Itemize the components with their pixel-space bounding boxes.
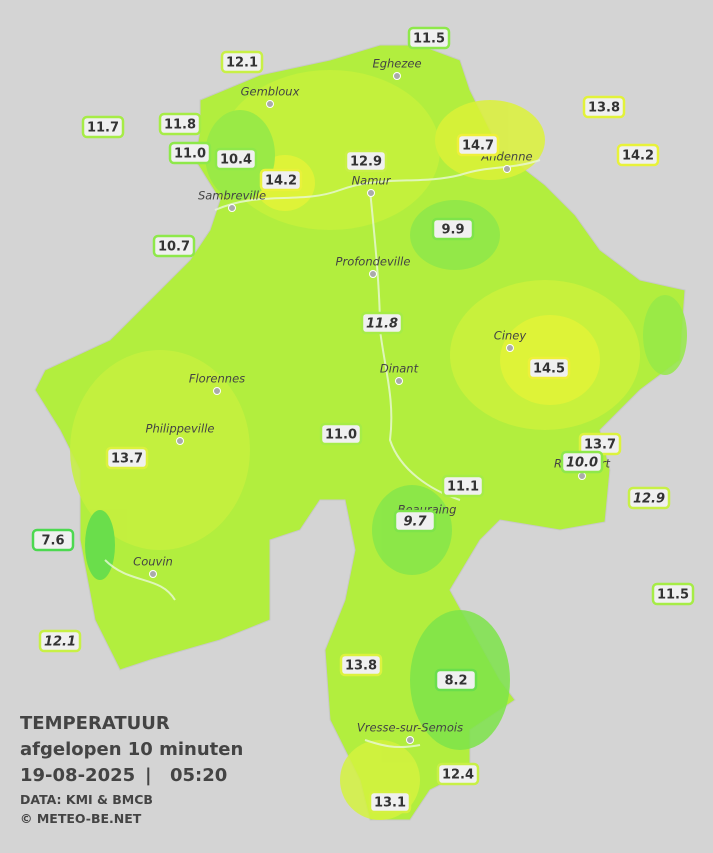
station-value: 11.5 bbox=[413, 32, 445, 47]
station-box bbox=[360, 311, 404, 335]
station-box bbox=[31, 528, 75, 552]
station-value: 11.7 bbox=[87, 121, 119, 136]
station-value: 14.7 bbox=[462, 139, 494, 154]
source: DATA: KMI & BMCB bbox=[20, 792, 153, 807]
station-value: 12.9 bbox=[350, 155, 382, 170]
station-box bbox=[560, 450, 604, 474]
place-dot bbox=[213, 387, 221, 395]
place-dot bbox=[506, 344, 514, 352]
place-dot bbox=[176, 437, 184, 445]
place-dot bbox=[228, 204, 236, 212]
place-name: Philippeville bbox=[146, 422, 215, 436]
station-box bbox=[393, 509, 437, 533]
station-value: 13.7 bbox=[111, 452, 143, 467]
time: 05:20 bbox=[170, 765, 227, 786]
place-dot bbox=[395, 377, 403, 385]
station-box bbox=[259, 168, 303, 192]
station-box bbox=[582, 95, 626, 119]
station-value: 14.5 bbox=[533, 362, 565, 377]
station-value: 12.1 bbox=[44, 635, 76, 650]
station-value: 10.7 bbox=[158, 240, 190, 255]
station-value: 13.8 bbox=[345, 659, 377, 674]
station-value: 13.1 bbox=[374, 796, 406, 811]
station-box bbox=[38, 629, 82, 653]
place-name: Eghezee bbox=[372, 57, 421, 71]
place-name: Sambreville bbox=[198, 189, 266, 203]
station-value: 12.1 bbox=[226, 56, 258, 71]
places: EghezeeGemblouxAndenneNamurSambrevillePr… bbox=[133, 57, 611, 744]
place-dot bbox=[393, 72, 401, 80]
station-value: 11.0 bbox=[325, 428, 357, 443]
place-name: Gembloux bbox=[241, 85, 300, 99]
station-value: 12.9 bbox=[633, 492, 665, 507]
station-value: 13.7 bbox=[584, 438, 616, 453]
station-value: 9.7 bbox=[403, 515, 427, 530]
station-box bbox=[105, 446, 149, 470]
place-name: Namur bbox=[352, 174, 392, 188]
place-dot bbox=[503, 165, 511, 173]
station-box bbox=[407, 26, 451, 50]
station-value: 7.6 bbox=[41, 534, 64, 549]
station-box bbox=[436, 762, 480, 786]
station-box bbox=[627, 486, 671, 510]
station-box bbox=[344, 149, 388, 173]
station-value: 10.4 bbox=[220, 153, 252, 168]
station-value: 14.2 bbox=[265, 174, 297, 189]
station-value: 11.8 bbox=[164, 118, 196, 133]
stations: 11.5 12.1 13.8 11.7 11.8 14.7 14.2 11.0 10.4 12.9… bbox=[31, 26, 695, 814]
place-dot bbox=[406, 736, 414, 744]
station-value: 13.8 bbox=[588, 101, 620, 116]
place-name: Vresse-sur-Semois bbox=[357, 721, 463, 735]
place-dot bbox=[369, 270, 377, 278]
station-box bbox=[651, 582, 695, 606]
station-box bbox=[456, 133, 500, 157]
station-box bbox=[441, 474, 485, 498]
station-value: 12.4 bbox=[442, 768, 474, 783]
station-value: 11.8 bbox=[366, 317, 398, 332]
station-value: 9.9 bbox=[441, 223, 464, 238]
place-dot bbox=[367, 189, 375, 197]
place-name: Couvin bbox=[133, 555, 173, 569]
rivers bbox=[104, 159, 541, 749]
credit: © METEO-BE.NET bbox=[20, 811, 142, 826]
station-box bbox=[152, 234, 196, 258]
date: 19-08-2025 bbox=[20, 765, 135, 786]
station-box bbox=[158, 112, 202, 136]
station-box bbox=[431, 217, 475, 241]
place-dot bbox=[266, 100, 274, 108]
place-name: Profondeville bbox=[336, 255, 411, 269]
station-box bbox=[220, 50, 264, 74]
title: TEMPERATUUR bbox=[20, 713, 170, 734]
station-box bbox=[616, 143, 660, 167]
station-value: 14.2 bbox=[622, 149, 654, 164]
station-box bbox=[81, 115, 125, 139]
place-name: Florennes bbox=[189, 372, 245, 386]
place-name: Ciney bbox=[494, 329, 527, 343]
place-name: Dinant bbox=[380, 362, 419, 376]
station-box bbox=[339, 653, 383, 677]
station-box bbox=[527, 356, 571, 380]
separator: | bbox=[145, 765, 152, 786]
station-value: 8.2 bbox=[444, 674, 467, 689]
station-value: 10.0 bbox=[566, 456, 598, 471]
subtitle: afgelopen 10 minuten bbox=[20, 739, 243, 760]
station-value: 11.1 bbox=[447, 480, 479, 495]
station-box bbox=[168, 141, 212, 165]
station-box bbox=[319, 422, 363, 446]
station-box bbox=[368, 790, 412, 814]
station-value: 11.5 bbox=[657, 588, 689, 603]
place-dot bbox=[149, 570, 157, 578]
station-box bbox=[214, 147, 258, 171]
legend-block: TEMPERATUUR afgelopen 10 minuten 19-08-2… bbox=[20, 713, 243, 826]
place-dot bbox=[578, 472, 586, 480]
station-box bbox=[434, 668, 478, 692]
station-value: 11.0 bbox=[174, 147, 206, 162]
